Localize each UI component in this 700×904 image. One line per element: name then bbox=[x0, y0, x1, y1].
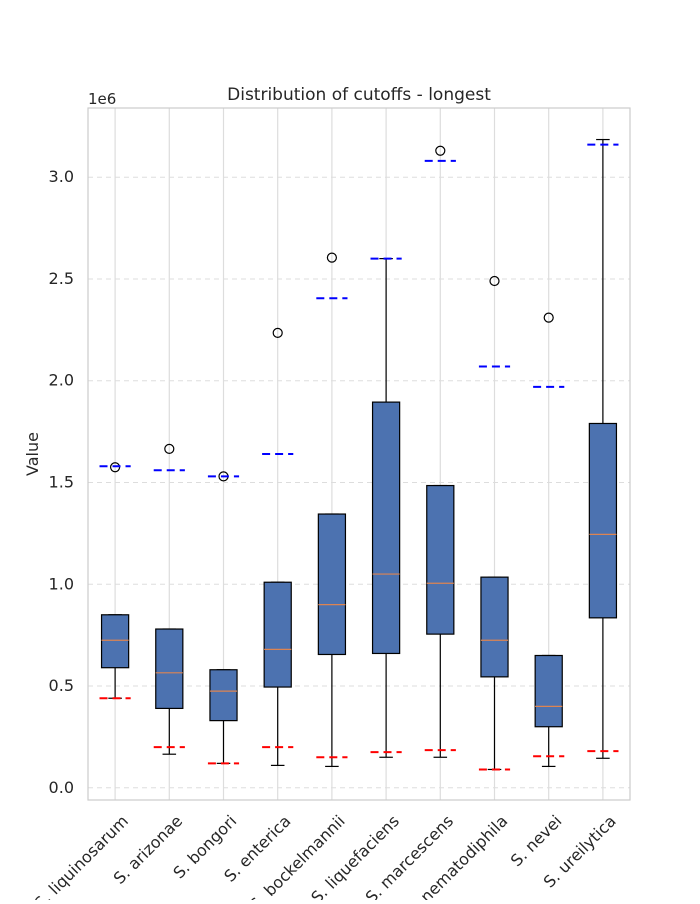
y-axis: 0.0 0.5 1.0 1.5 2.0 2.5 3.0 bbox=[49, 167, 74, 797]
y-offset-label: 1e6 bbox=[88, 90, 116, 108]
outlier-point bbox=[272, 327, 283, 338]
outlier-point bbox=[326, 252, 337, 263]
box-10 bbox=[587, 138, 619, 759]
x-tick-label: S. liquinosarum bbox=[31, 811, 132, 900]
y-tick-label: 2.5 bbox=[49, 269, 74, 288]
outlier-point bbox=[164, 443, 175, 455]
box-iqr bbox=[100, 614, 130, 669]
box-iqr bbox=[263, 581, 292, 688]
box-6 bbox=[370, 257, 402, 758]
boxes bbox=[99, 138, 619, 771]
outlier-point bbox=[109, 462, 121, 473]
box-iqr bbox=[155, 628, 184, 710]
y-axis-label: Value bbox=[23, 432, 42, 476]
box-1 bbox=[99, 462, 131, 700]
box-iqr bbox=[317, 513, 347, 656]
box-iqr bbox=[588, 422, 618, 619]
outlier-point bbox=[489, 275, 500, 287]
box-4 bbox=[262, 327, 294, 767]
box-7 bbox=[424, 145, 456, 758]
box-2 bbox=[153, 443, 185, 755]
box-iqr bbox=[480, 576, 509, 678]
y-tick-label: 0.0 bbox=[49, 778, 74, 797]
y-tick-label: 1.5 bbox=[49, 472, 74, 491]
box-iqr bbox=[534, 654, 563, 728]
chart-title: Distribution of cutoffs - longest bbox=[227, 85, 491, 105]
y-tick-label: 2.0 bbox=[49, 371, 74, 390]
box-iqr bbox=[371, 401, 401, 655]
box-iqr bbox=[426, 484, 455, 635]
box-5 bbox=[316, 252, 348, 768]
y-tick-label: 3.0 bbox=[49, 167, 74, 186]
box-8 bbox=[478, 275, 511, 771]
outlier-point bbox=[435, 145, 446, 156]
box-3 bbox=[207, 471, 240, 765]
axes-frame bbox=[87, 107, 631, 801]
y-tick-label: 0.5 bbox=[49, 676, 74, 695]
y-tick-label: 1.0 bbox=[49, 574, 74, 593]
outlier-point bbox=[543, 312, 554, 323]
box-iqr bbox=[209, 669, 238, 722]
box-9 bbox=[533, 312, 565, 768]
